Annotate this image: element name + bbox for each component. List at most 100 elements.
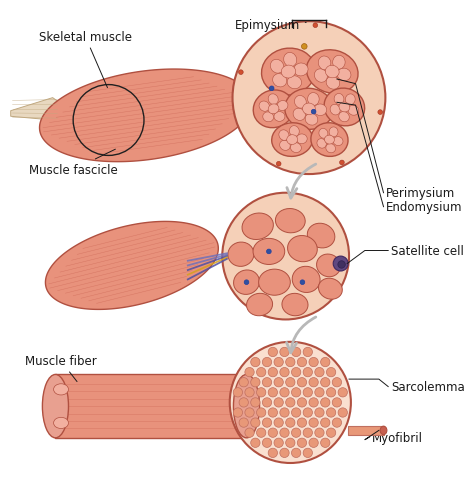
Circle shape (233, 22, 385, 175)
Circle shape (256, 388, 266, 397)
Circle shape (262, 418, 272, 427)
Circle shape (286, 398, 295, 407)
Ellipse shape (270, 60, 284, 74)
Circle shape (266, 249, 271, 254)
Ellipse shape (324, 89, 365, 126)
Circle shape (297, 398, 307, 407)
Circle shape (268, 408, 277, 417)
Circle shape (300, 280, 305, 285)
Polygon shape (39, 70, 252, 163)
Circle shape (256, 428, 266, 437)
Circle shape (303, 448, 312, 458)
Circle shape (332, 378, 342, 387)
Circle shape (262, 358, 272, 367)
Ellipse shape (314, 105, 327, 116)
Ellipse shape (268, 95, 278, 105)
Ellipse shape (317, 140, 326, 149)
Circle shape (303, 388, 312, 397)
Circle shape (309, 358, 318, 367)
Ellipse shape (290, 126, 299, 137)
Ellipse shape (307, 51, 358, 94)
Ellipse shape (253, 91, 294, 128)
Circle shape (244, 280, 249, 285)
Ellipse shape (253, 239, 285, 265)
Circle shape (303, 408, 312, 417)
Circle shape (268, 448, 277, 458)
Circle shape (309, 398, 318, 407)
Ellipse shape (325, 66, 339, 79)
Ellipse shape (333, 56, 345, 70)
Ellipse shape (329, 128, 338, 138)
Ellipse shape (259, 269, 290, 296)
Ellipse shape (319, 279, 342, 300)
Circle shape (246, 406, 247, 407)
Ellipse shape (54, 384, 69, 395)
Circle shape (338, 408, 347, 417)
Ellipse shape (348, 106, 359, 116)
Circle shape (303, 347, 312, 357)
Text: Sarcolemma: Sarcolemma (391, 380, 465, 393)
Circle shape (315, 428, 324, 437)
Circle shape (251, 438, 260, 447)
Ellipse shape (281, 66, 296, 79)
Ellipse shape (317, 255, 340, 277)
Circle shape (274, 438, 283, 447)
Circle shape (280, 347, 289, 357)
Circle shape (327, 428, 336, 437)
Text: Myofibril: Myofibril (373, 431, 423, 445)
Circle shape (245, 388, 254, 397)
Ellipse shape (262, 49, 315, 96)
Ellipse shape (294, 64, 308, 77)
Circle shape (251, 418, 260, 427)
Ellipse shape (296, 135, 307, 144)
Circle shape (332, 398, 342, 407)
Ellipse shape (287, 135, 298, 145)
Circle shape (339, 161, 344, 165)
Circle shape (268, 347, 277, 357)
Circle shape (274, 358, 283, 367)
FancyBboxPatch shape (55, 375, 246, 438)
Circle shape (315, 408, 324, 417)
Circle shape (262, 378, 272, 387)
Ellipse shape (302, 104, 315, 115)
FancyBboxPatch shape (348, 427, 383, 435)
Circle shape (311, 110, 316, 115)
Circle shape (268, 428, 277, 437)
Circle shape (303, 368, 312, 377)
Ellipse shape (319, 57, 331, 71)
Ellipse shape (380, 427, 387, 435)
Circle shape (256, 368, 266, 377)
Text: Epimysium: Epimysium (235, 20, 306, 32)
Circle shape (327, 408, 336, 417)
Circle shape (274, 378, 283, 387)
Ellipse shape (273, 75, 287, 88)
Text: Skeletal muscle: Skeletal muscle (39, 31, 132, 88)
Circle shape (280, 408, 289, 417)
Circle shape (292, 368, 301, 377)
Ellipse shape (228, 243, 254, 267)
Text: Endomysium: Endomysium (386, 201, 463, 214)
Ellipse shape (326, 144, 336, 154)
Polygon shape (68, 237, 215, 305)
Circle shape (315, 388, 324, 397)
Circle shape (292, 388, 301, 397)
Ellipse shape (268, 104, 279, 115)
Ellipse shape (294, 96, 306, 109)
Circle shape (320, 418, 330, 427)
Circle shape (320, 358, 330, 367)
Circle shape (280, 368, 289, 377)
Ellipse shape (283, 53, 297, 67)
Ellipse shape (311, 123, 348, 157)
Ellipse shape (339, 112, 349, 122)
Ellipse shape (325, 136, 334, 145)
Circle shape (280, 388, 289, 397)
Ellipse shape (280, 141, 290, 151)
Circle shape (315, 368, 324, 377)
Polygon shape (46, 222, 219, 310)
Circle shape (276, 162, 281, 167)
Ellipse shape (279, 131, 289, 141)
Ellipse shape (326, 77, 339, 90)
Circle shape (239, 398, 248, 407)
Circle shape (222, 193, 349, 320)
Circle shape (286, 418, 295, 427)
